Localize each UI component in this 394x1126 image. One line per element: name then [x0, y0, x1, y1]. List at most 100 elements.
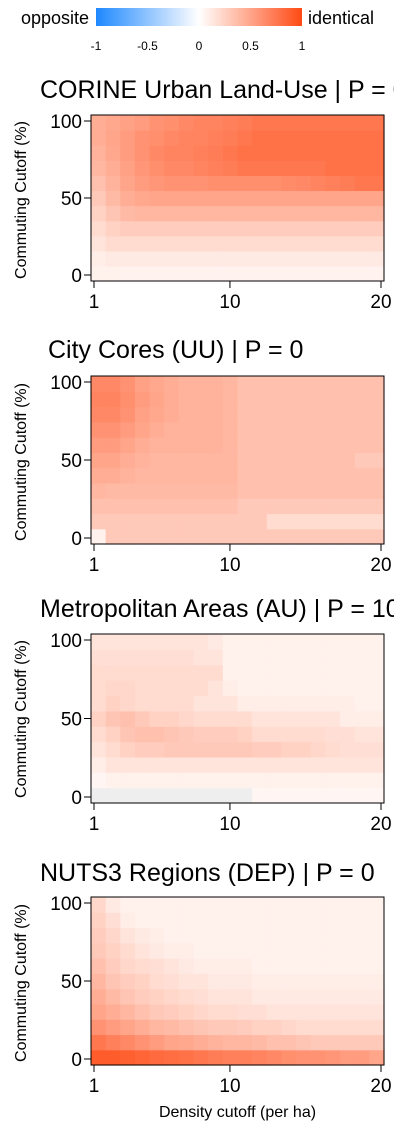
- y-axis-label: Commuting Cutoff (%): [13, 640, 30, 798]
- heatmap-cell: [252, 235, 268, 252]
- heatmap-cell: [105, 942, 121, 959]
- legend-label-identical: identical: [308, 8, 374, 28]
- heatmap-cell: [134, 498, 151, 515]
- heatmap-cell: [296, 726, 312, 743]
- heatmap-cell: [281, 958, 297, 974]
- heatmap-cell: [296, 649, 312, 666]
- heatmap-cell: [105, 726, 121, 743]
- heatmap-cell: [91, 190, 107, 207]
- legend-tick-label: 1: [299, 39, 306, 53]
- heatmap-cell: [281, 160, 297, 176]
- heatmap-cell: [164, 130, 180, 146]
- heatmap-cell: [120, 205, 136, 222]
- heatmap-cell: [134, 220, 151, 237]
- heatmap-cell: [120, 695, 136, 712]
- heatmap-cell: [222, 1049, 239, 1066]
- heatmap-cell: [281, 649, 297, 666]
- heatmap-cell: [266, 927, 283, 944]
- heatmap-cell: [178, 787, 195, 804]
- heatmap-cell: [325, 175, 341, 192]
- heatmap-cell: [237, 115, 253, 131]
- heatmap-cell: [193, 482, 209, 499]
- heatmap-cell: [91, 927, 107, 944]
- heatmap-cell: [120, 680, 136, 697]
- heatmap-cell: [296, 1019, 312, 1036]
- heatmap-cell: [164, 664, 180, 681]
- heatmap-cell: [354, 160, 370, 176]
- heatmap-cell: [325, 912, 341, 929]
- heatmap-cell: [91, 680, 107, 697]
- heatmap-cell: [296, 190, 312, 207]
- heatmap-cell: [120, 190, 136, 207]
- heatmap-cell: [340, 695, 356, 712]
- heatmap-cell: [105, 467, 121, 484]
- heatmap-cell: [120, 927, 136, 944]
- heatmap-cell: [281, 452, 297, 469]
- heatmap-cell: [266, 190, 283, 207]
- heatmap-cell: [178, 467, 195, 484]
- heatmap-cell: [105, 1049, 121, 1066]
- heatmap-cell: [266, 391, 283, 408]
- heatmap-cell: [193, 927, 209, 944]
- heatmap-cell: [296, 437, 312, 453]
- heatmap-cell: [369, 421, 385, 438]
- heatmap-cell: [369, 649, 385, 666]
- heatmap-cell: [208, 649, 224, 666]
- heatmap-cell: [149, 482, 165, 499]
- heatmap-cell: [91, 1003, 107, 1020]
- heatmap-cell: [237, 897, 253, 913]
- heatmap-cell: [193, 130, 209, 146]
- panel-title: Metropolitan Areas (AU) | P = 10: [40, 595, 394, 623]
- heatmap-cell: [340, 190, 356, 207]
- heatmap-cell: [193, 498, 209, 515]
- heatmap-cell: [193, 265, 209, 282]
- x-tick-label: 1: [89, 292, 100, 313]
- heatmap-cell: [164, 205, 180, 222]
- heatmap-cell: [252, 391, 268, 408]
- heatmap-cell: [134, 190, 151, 207]
- heatmap-cell: [354, 190, 370, 207]
- heatmap-cell: [149, 498, 165, 515]
- heatmap-cell: [252, 437, 268, 453]
- x-axis-label: Density cutoff (per ha): [159, 1104, 316, 1121]
- heatmap-cell: [252, 1019, 268, 1036]
- heatmap-cell: [91, 912, 107, 929]
- heatmap-cell: [354, 421, 370, 438]
- heatmap-cell: [252, 130, 268, 146]
- heatmap-cell: [222, 190, 239, 207]
- heatmap-cell: [237, 695, 253, 712]
- heatmap-cell: [340, 973, 356, 990]
- heatmap-cell: [252, 741, 268, 758]
- heatmap-cell: [281, 634, 297, 650]
- heatmap-cell: [266, 942, 283, 959]
- heatmap-cell: [237, 482, 253, 499]
- heatmap-cell: [91, 265, 107, 282]
- heatmap-cell: [281, 220, 297, 237]
- heatmap-cell: [149, 649, 165, 666]
- legend-tick-label: 0: [196, 39, 203, 53]
- heatmap-cell: [281, 927, 297, 944]
- heatmap-cell: [266, 421, 283, 438]
- heatmap-cell: [149, 634, 165, 650]
- heatmap-cell: [193, 1049, 209, 1066]
- heatmap-cell: [120, 235, 136, 252]
- heatmap-cell: [193, 467, 209, 484]
- heatmap-cell: [178, 927, 195, 944]
- heatmap-cell: [105, 160, 121, 176]
- heatmap-cell: [120, 265, 136, 282]
- heatmap-cell: [134, 726, 151, 743]
- heatmap-cell: [134, 391, 151, 408]
- heatmap-cell: [354, 145, 370, 161]
- heatmap-cell: [266, 1003, 283, 1020]
- heatmap-cell: [178, 942, 195, 959]
- heatmap-cell: [281, 482, 297, 499]
- heatmap-cell: [178, 220, 195, 237]
- heatmap-cell: [281, 726, 297, 743]
- heatmap-cell: [193, 695, 209, 712]
- x-tick-label: 1: [89, 1076, 100, 1097]
- heatmap-cell: [252, 756, 268, 773]
- heatmap-cell: [340, 1019, 356, 1036]
- heatmap-cell: [281, 787, 297, 804]
- heatmap-cell: [208, 190, 224, 207]
- heatmap-cell: [208, 482, 224, 499]
